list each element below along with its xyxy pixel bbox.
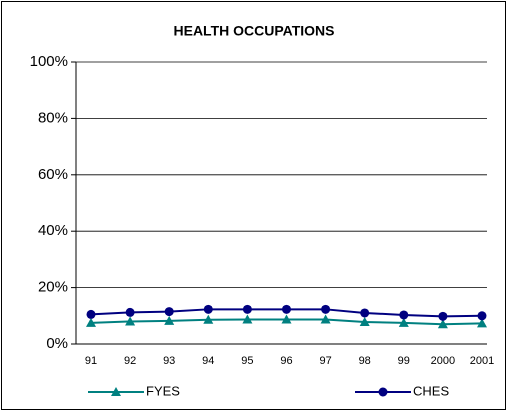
marker <box>203 314 214 324</box>
chart-title: HEALTH OCCUPATIONS <box>174 23 335 39</box>
x-tick-label: 92 <box>124 355 136 367</box>
marker <box>281 314 292 324</box>
marker <box>359 317 370 327</box>
marker <box>203 304 213 314</box>
x-tick-label: 96 <box>280 355 292 367</box>
marker <box>437 319 448 329</box>
y-tick-label: 0% <box>46 335 68 352</box>
x-tick-label: 95 <box>241 355 253 367</box>
x-tick-label: 91 <box>85 355 97 367</box>
marker <box>125 307 135 317</box>
x-tick-label: 97 <box>319 355 331 367</box>
marker <box>86 309 96 319</box>
legend-label: CHES <box>413 383 449 398</box>
legend-label: FYES <box>146 383 180 398</box>
marker <box>164 315 175 325</box>
y-tick-label: 40% <box>38 222 68 239</box>
x-tick-label: 2000 <box>431 355 455 367</box>
y-tick-label: 60% <box>38 166 68 183</box>
marker <box>111 387 121 396</box>
marker <box>399 310 409 320</box>
marker <box>242 304 252 314</box>
marker <box>477 318 487 328</box>
marker <box>360 308 370 318</box>
marker <box>378 387 388 397</box>
x-tick-label: 99 <box>398 355 410 367</box>
x-tick-label: 94 <box>202 355 214 367</box>
marker <box>438 311 448 321</box>
marker <box>282 304 291 314</box>
marker <box>320 314 331 324</box>
x-tick-label: 2001 <box>470 355 494 367</box>
y-tick-label: 20% <box>38 279 68 296</box>
marker <box>164 307 174 317</box>
x-tick-label: 93 <box>163 355 175 367</box>
marker <box>477 311 487 321</box>
y-tick-label: 80% <box>38 109 68 126</box>
marker <box>86 317 96 327</box>
chart-border <box>1 1 506 410</box>
x-tick-label: 98 <box>359 355 371 367</box>
marker <box>242 314 253 324</box>
marker <box>321 304 331 314</box>
marker <box>125 316 136 326</box>
marker <box>398 317 409 327</box>
y-tick-label: 100% <box>30 53 68 70</box>
